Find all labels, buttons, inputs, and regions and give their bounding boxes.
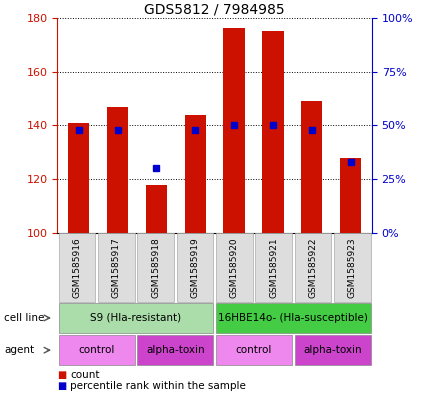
Text: cell line: cell line <box>4 313 45 323</box>
Text: GSM1585917: GSM1585917 <box>112 237 121 298</box>
Text: control: control <box>79 345 115 355</box>
Text: alpha-toxin: alpha-toxin <box>303 345 362 355</box>
Bar <box>107 107 128 233</box>
Text: S9 (Hla-resistant): S9 (Hla-resistant) <box>91 313 181 323</box>
Text: ■: ■ <box>57 369 67 380</box>
Bar <box>68 123 89 233</box>
Text: GSM1585918: GSM1585918 <box>151 237 160 298</box>
Bar <box>224 28 245 233</box>
Text: control: control <box>236 345 272 355</box>
Bar <box>340 158 361 233</box>
Text: percentile rank within the sample: percentile rank within the sample <box>70 381 246 391</box>
Text: ■: ■ <box>57 381 67 391</box>
Text: GSM1585921: GSM1585921 <box>269 237 278 298</box>
Bar <box>146 185 167 233</box>
Bar <box>301 101 323 233</box>
Bar <box>262 31 283 233</box>
Text: GSM1585920: GSM1585920 <box>230 237 239 298</box>
Text: GSM1585923: GSM1585923 <box>348 237 357 298</box>
Text: GSM1585919: GSM1585919 <box>190 237 199 298</box>
Bar <box>184 115 206 233</box>
Title: GDS5812 / 7984985: GDS5812 / 7984985 <box>144 2 285 17</box>
Text: GSM1585922: GSM1585922 <box>309 237 317 298</box>
Text: 16HBE14o- (Hla-susceptible): 16HBE14o- (Hla-susceptible) <box>218 313 368 323</box>
Text: alpha-toxin: alpha-toxin <box>146 345 204 355</box>
Text: count: count <box>70 369 99 380</box>
Text: GSM1585916: GSM1585916 <box>73 237 82 298</box>
Text: agent: agent <box>4 345 34 355</box>
